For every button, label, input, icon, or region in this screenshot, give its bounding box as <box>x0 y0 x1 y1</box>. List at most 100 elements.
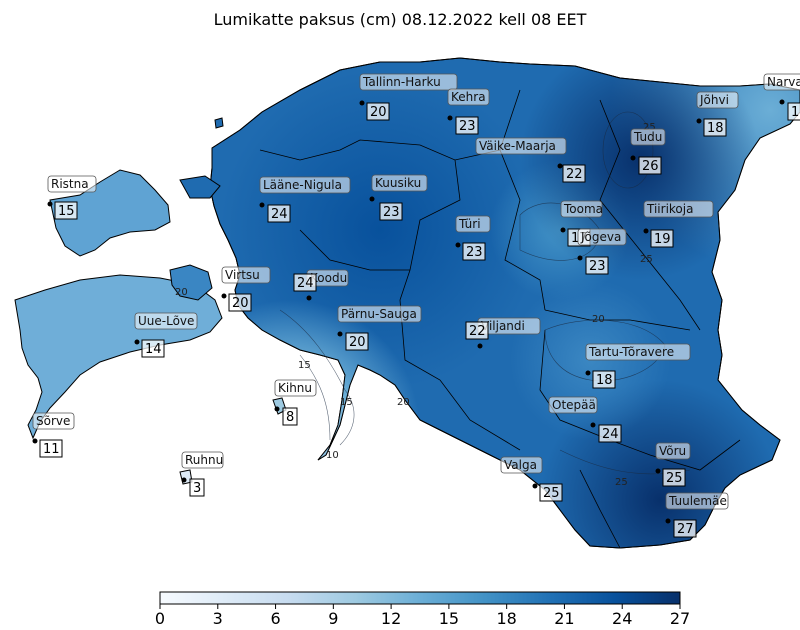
station-marker <box>455 242 461 248</box>
station-value-box <box>293 273 317 292</box>
contour-labels: 25 20 15 20 15 10 20 25 25 <box>175 122 656 488</box>
station-marker <box>560 227 566 233</box>
station-marker <box>337 331 343 337</box>
station-name-box <box>475 137 567 155</box>
station-name: Virtsu <box>225 268 260 282</box>
station-marker <box>655 468 661 474</box>
station-name: Koodu <box>310 271 347 285</box>
station-name: Võru <box>659 444 686 458</box>
station-name-box <box>134 312 198 330</box>
station-name-box <box>696 91 739 109</box>
station-value-box <box>562 164 586 183</box>
colorbar-tick-label: 12 <box>381 609 401 628</box>
station-name: Tartu-Tõravere <box>588 345 674 359</box>
station-value-box <box>638 156 662 175</box>
station-name: Väike-Maarja <box>479 139 556 153</box>
contour-label: 25 <box>643 122 656 133</box>
station-value: 14 <box>145 342 162 357</box>
station-value-box <box>267 204 291 223</box>
station-marker <box>447 115 453 121</box>
colorbar-tick-label: 0 <box>155 609 165 628</box>
station-marker <box>696 118 702 124</box>
station: Võru 25 <box>655 442 691 487</box>
station-marker <box>779 99 785 105</box>
map-title: Lumikatte paksus (cm) 08.12.2022 kell 08… <box>213 10 587 29</box>
colorbar-tick-label: 27 <box>670 609 690 628</box>
hiiumaa-island <box>49 169 171 257</box>
colorbar-tick-label: 21 <box>554 609 574 628</box>
station-name: Viljandi <box>481 319 525 333</box>
station-marker <box>590 422 596 428</box>
station-value-box <box>703 118 727 137</box>
station-name: Tooma <box>563 202 603 216</box>
station-name-box <box>577 228 627 246</box>
station-value-box <box>39 439 63 458</box>
station-name: Kuusiku <box>375 176 421 190</box>
stations-layer: Tallinn-Harku 20 Kehra 23 Narva 16 Jõhvi 18 Tudu… <box>32 73 800 538</box>
station-value-box <box>141 339 165 358</box>
station-marker <box>47 201 53 207</box>
station: Pärnu-Sauga 20 <box>337 305 422 351</box>
colorbar-tick-label: 3 <box>213 609 223 628</box>
colorbar: 0 3 6 9 12 15 18 21 24 27 <box>155 591 690 628</box>
station: Kuusiku 23 <box>369 174 428 221</box>
station-name-box <box>274 379 317 397</box>
station: Tiirikoja 19 <box>643 200 714 248</box>
station: Otepää 24 <box>548 396 622 443</box>
colorbar-tick-label: 9 <box>328 609 338 628</box>
station: Väike-Maarja 22 <box>475 137 586 183</box>
contour-label: 25 <box>640 254 653 265</box>
station-value-box <box>585 256 609 275</box>
contour-label: 15 <box>340 397 353 408</box>
station-name-box <box>47 175 97 193</box>
station-name-box <box>221 266 271 284</box>
station-value: 15 <box>58 204 75 219</box>
station-name: Ristna <box>51 177 89 191</box>
colorbar-tick-label: 6 <box>270 609 280 628</box>
contour-label: 15 <box>298 360 311 371</box>
station-value: 8 <box>286 410 294 425</box>
station-value: 20 <box>349 335 366 350</box>
station-value-box <box>366 102 390 121</box>
station-value-box <box>465 321 489 340</box>
station: Valga 25 <box>500 456 563 502</box>
station-value-box <box>650 229 674 248</box>
station-value-box <box>228 293 252 312</box>
station-value-box <box>345 332 369 351</box>
station: Ruhnu 3 <box>181 451 224 497</box>
station-name: Kihnu <box>278 381 312 395</box>
station-marker <box>221 293 227 299</box>
station-marker <box>630 155 636 161</box>
small-island-north <box>214 117 224 129</box>
station-value: 19 <box>654 232 671 247</box>
station: Tartu-Tõravere 18 <box>585 343 691 389</box>
station-value: 23 <box>459 119 476 134</box>
station: Jõgeva 23 <box>577 228 627 275</box>
station-value: 22 <box>566 167 583 182</box>
station: Lääne-Nigula 24 <box>259 176 351 223</box>
colorbar-tick-label: 18 <box>496 609 516 628</box>
station-name: Otepää <box>552 398 596 412</box>
station-marker <box>181 477 187 483</box>
station-name-box <box>643 200 714 218</box>
station-name-box <box>560 200 603 218</box>
station-value-box <box>379 202 403 221</box>
station-name: Sõrve <box>36 414 70 428</box>
station-marker <box>32 438 38 444</box>
station-name-box <box>763 73 800 91</box>
station: Uue-Lõve 14 <box>134 312 198 358</box>
station-marker <box>532 483 538 489</box>
station-value-box <box>662 468 686 487</box>
station-name-box <box>371 174 428 192</box>
station-name: Pärnu-Sauga <box>341 307 417 321</box>
station-name-box <box>181 451 224 469</box>
vormsi-island <box>179 175 221 199</box>
station-name: Tudu <box>633 130 662 144</box>
station-value-box <box>598 424 622 443</box>
station-value: 24 <box>297 276 314 291</box>
station-value: 23 <box>383 205 400 220</box>
station-value: 24 <box>602 427 619 442</box>
contour-label: 25 <box>615 477 628 488</box>
station: Tallinn-Harku 20 <box>359 73 458 121</box>
